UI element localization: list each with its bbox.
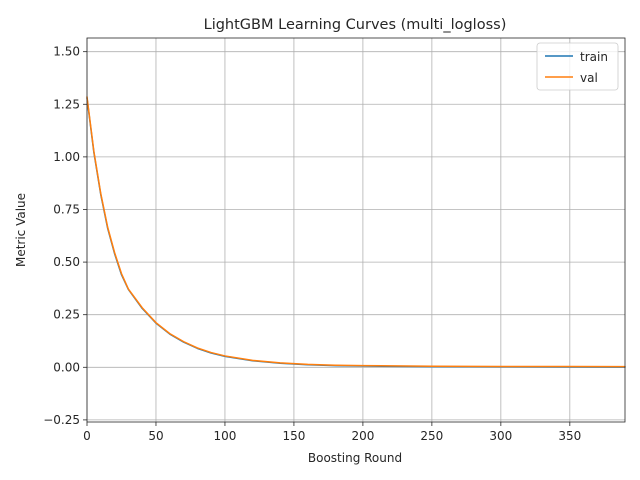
series-lines — [86, 96, 626, 368]
x-axis: 0 50 100 150 200 250 300 350 — [83, 422, 581, 443]
x-tick-label: 350 — [558, 429, 581, 443]
legend-box — [536, 42, 619, 91]
axes-frame — [86, 37, 626, 423]
x-tick-label: 200 — [351, 429, 374, 443]
y-tick-label: −0.25 — [43, 413, 80, 427]
x-tick-label: 100 — [213, 429, 236, 443]
y-tick-label: 0.25 — [53, 308, 80, 322]
x-tick-label: 50 — [148, 429, 163, 443]
x-tick-label: 300 — [489, 429, 512, 443]
x-tick-label: 250 — [420, 429, 443, 443]
x-axis-label: Boosting Round — [308, 451, 402, 465]
y-tick-label: 1.50 — [53, 45, 80, 59]
y-axis: −0.25 0.00 0.25 0.50 0.75 1.00 1.25 1.50 — [43, 45, 87, 427]
y-tick-label: 1.25 — [53, 97, 80, 111]
plot-background — [87, 38, 625, 422]
x-tick-label: 0 — [83, 429, 91, 443]
y-tick-label: 0.75 — [53, 202, 80, 216]
y-tick-label: 0.00 — [53, 360, 80, 374]
x-tick-label: 150 — [282, 429, 305, 443]
legend-label-val: val — [580, 71, 598, 85]
y-tick-label: 0.50 — [53, 255, 80, 269]
legend-label-train: train — [580, 50, 608, 64]
legend: train val — [536, 42, 619, 91]
y-tick-label: 1.00 — [53, 150, 80, 164]
series-line-val — [86, 96, 626, 368]
plot-area — [86, 37, 626, 423]
y-axis-label: Metric Value — [14, 193, 28, 267]
chart-title: LightGBM Learning Curves (multi_logloss) — [204, 17, 507, 33]
